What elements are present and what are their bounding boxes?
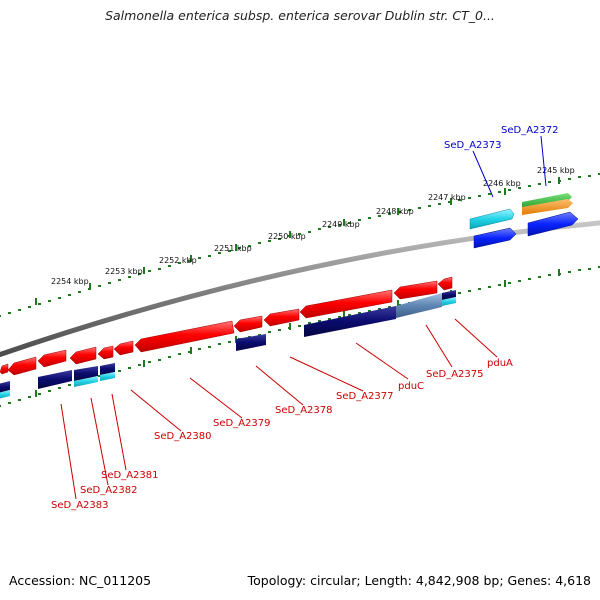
gene-feature[interactable]	[473, 227, 517, 249]
cyan-track	[0, 297, 456, 399]
gene-feature[interactable]	[134, 320, 235, 353]
callout-line-sed-a2377	[289, 356, 364, 392]
reverse-cds-track	[0, 276, 453, 376]
gene-feature[interactable]	[0, 381, 10, 393]
accession-text: Accession: NC_011205	[9, 573, 152, 588]
gene-label-sed-a2381: SeD_A2381	[101, 470, 159, 481]
gene-feature[interactable]	[37, 349, 67, 368]
gene-feature[interactable]	[304, 306, 396, 337]
gene-feature[interactable]	[97, 345, 114, 360]
callout-line-sed-a2378	[255, 365, 304, 406]
gene-feature[interactable]	[299, 289, 393, 319]
gene-feature[interactable]	[263, 308, 300, 327]
gene-feature[interactable]	[236, 334, 266, 351]
gene-label-pdua: pduA	[487, 358, 513, 369]
gene-feature[interactable]	[393, 280, 438, 300]
scale-label: 2250 kbp	[268, 232, 306, 241]
gene-feature[interactable]	[527, 211, 579, 237]
gene-feature[interactable]	[0, 390, 10, 399]
forward-features	[469, 193, 579, 249]
callout-line-sed-a2372	[540, 135, 547, 187]
gene-label-sed-a2378: SeD_A2378	[275, 405, 333, 416]
scale-label: 2245 kbp	[537, 166, 575, 175]
outer-scale-ticks	[0, 173, 600, 317]
scale-label: 2249 kbp	[322, 220, 360, 229]
gene-label-sed-a2383: SeD_A2383	[51, 500, 109, 511]
scale-label: 2247 kbp	[428, 193, 466, 202]
genome-backbone	[0, 220, 600, 358]
gene-feature[interactable]	[100, 363, 115, 375]
scale-label: 2252 kbp	[159, 256, 197, 265]
gene-feature[interactable]	[396, 293, 442, 318]
callout-line-sed-a2375	[425, 324, 453, 368]
scale-label: 2248 kbp	[376, 207, 414, 216]
callout-line-sed-a2380	[130, 389, 182, 432]
scale-label: 2253 kbp	[105, 267, 143, 276]
gene-label-pduc: pduC	[398, 381, 424, 392]
callout-line-sed-a2373	[472, 150, 494, 198]
scale-label: 2254 kbp	[51, 277, 89, 286]
gene-feature[interactable]	[69, 346, 97, 365]
gene-label-sed-a2375: SeD_A2375	[426, 369, 484, 380]
callout-line-sed-a2379	[189, 377, 243, 419]
gene-feature[interactable]	[522, 199, 573, 215]
gene-label-sed-a2379: SeD_A2379	[213, 418, 271, 429]
gene-feature[interactable]	[0, 363, 9, 375]
callout-line-pduc	[355, 342, 409, 380]
gene-feature[interactable]	[437, 276, 453, 291]
callout-line-sed-a2382	[90, 397, 109, 486]
gene-feature[interactable]	[7, 356, 37, 376]
gene-feature[interactable]	[442, 290, 456, 300]
gene-label-sed-a2372: SeD_A2372	[501, 125, 559, 136]
gene-feature[interactable]	[74, 376, 98, 387]
gene-feature[interactable]	[442, 297, 456, 306]
topology-text: Topology: circular; Length: 4,842,908 bp…	[247, 573, 591, 588]
inner-scale-ticks	[0, 266, 600, 407]
callout-line-sed-a2383	[60, 403, 77, 500]
callout-lines	[60, 135, 547, 500]
map-title: Salmonella enterica subsp. enterica sero…	[105, 8, 495, 23]
gene-feature[interactable]	[100, 372, 115, 381]
gene-label-sed-a2377: SeD_A2377	[336, 391, 394, 402]
gene-label-sed-a2382: SeD_A2382	[80, 485, 138, 496]
gene-feature[interactable]	[469, 208, 515, 230]
gene-feature[interactable]	[113, 340, 134, 356]
callout-line-pdua	[454, 318, 498, 358]
scale-label: 2251 kbp	[214, 244, 252, 253]
scale-label: 2246 kbp	[483, 179, 521, 188]
gene-label-sed-a2373: SeD_A2373	[444, 140, 502, 151]
gene-feature[interactable]	[233, 315, 263, 333]
gene-label-sed-a2380: SeD_A2380	[154, 431, 212, 442]
callout-line-sed-a2381	[111, 393, 127, 471]
gene-feature[interactable]	[38, 370, 72, 389]
